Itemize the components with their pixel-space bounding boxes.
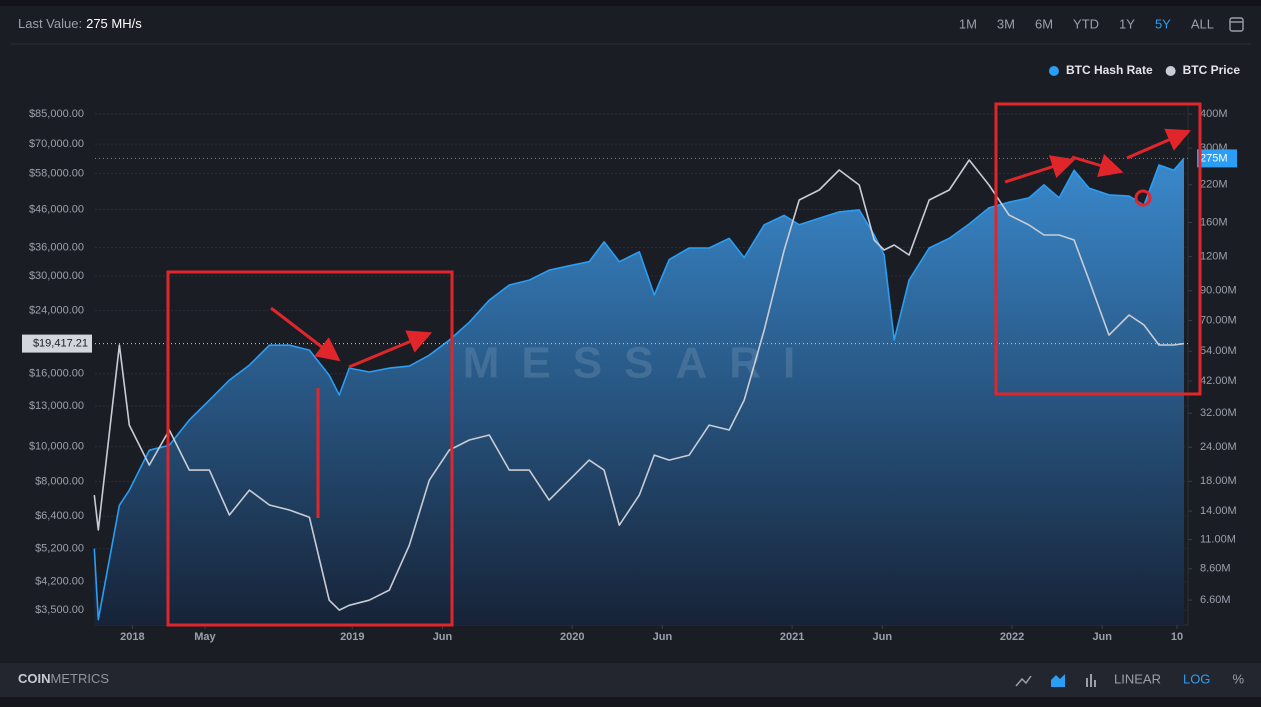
highlight-box: [166, 270, 454, 627]
y-tick-label: $30,000.00: [29, 270, 84, 282]
y-tick-label: $16,000.00: [29, 368, 84, 380]
x-tick-label: 2018: [120, 631, 144, 643]
x-tick-label: May: [194, 631, 216, 643]
x-tick-label: Jun: [1092, 631, 1112, 643]
last-price-box: [22, 334, 92, 353]
range-button[interactable]: ALL: [1191, 16, 1214, 31]
legend-label: BTC Price: [1183, 63, 1241, 77]
range-button[interactable]: 1Y: [1119, 16, 1135, 31]
y2-tick-label: 400M: [1200, 108, 1228, 120]
last-value: Last Value: 275 MH/s: [18, 16, 142, 31]
y-tick-label: $4,200.00: [35, 576, 84, 588]
y2-tick-label: 120M: [1200, 251, 1228, 263]
y2-tick-label: 160M: [1200, 216, 1228, 228]
watermark: MESSARI: [463, 339, 817, 388]
brand-bold: COIN: [18, 671, 51, 686]
brand-light: METRICS: [51, 671, 110, 686]
legend-swatch: [1048, 66, 1059, 76]
arrow: [270, 306, 341, 362]
x-tick-label: 2020: [560, 631, 584, 643]
brand: COINMETRICS: [18, 671, 109, 686]
range-buttons: ALL 5Y 1Y YTD 6M 3M 1M: [959, 16, 1214, 31]
bottom-strip: [0, 697, 1261, 707]
y2-tick-label: 54.00M: [1200, 345, 1237, 357]
y2-tick-label: 11.00M: [1200, 534, 1236, 546]
range-button[interactable]: 5Y: [1155, 16, 1171, 31]
x-tick-label: Jun: [873, 631, 893, 643]
y2-tick-label: 18.00M: [1200, 475, 1237, 487]
y2-tick-label: 14.00M: [1200, 505, 1237, 517]
calendar-frame: [1229, 17, 1244, 32]
range-button[interactable]: 1M: [959, 16, 977, 31]
last-hash-label: 275M: [1200, 152, 1228, 164]
y2-tick-label: 90.00M: [1200, 285, 1237, 297]
footer: [0, 663, 1261, 697]
icon-bar: [1090, 674, 1092, 687]
y-tick-label: $24,000.00: [29, 305, 84, 317]
x-tick-label: 2022: [1000, 631, 1024, 643]
icon-bar: [1094, 680, 1096, 687]
top-strip: [0, 0, 1261, 6]
legend-label: BTC Hash Rate: [1066, 63, 1153, 77]
annotations: [166, 102, 1202, 627]
range-button[interactable]: 6M: [1035, 16, 1053, 31]
scale-button[interactable]: LOG: [1183, 671, 1210, 686]
y-tick-label: $70,000.00: [29, 138, 84, 150]
x-tick-label: 10: [1171, 631, 1183, 643]
y-tick-label: $5,200.00: [35, 542, 84, 554]
arrow: [1126, 128, 1192, 160]
calendar-icon[interactable]: [1229, 17, 1244, 32]
last-value-label: Last Value:: [18, 16, 82, 31]
x-tick-label: Jun: [653, 631, 673, 643]
y2-tick-label: 42.00M: [1200, 375, 1237, 387]
y-tick-label: $3,500.00: [35, 604, 84, 616]
series-area: [94, 158, 1184, 625]
bar-chart-icon[interactable]: [1086, 674, 1096, 687]
plot: $3,500.00 $4,200.00 $5,200.00 $6,400.00 $8,0…: [22, 103, 1237, 643]
y-tick-label: $85,000.00: [29, 108, 84, 120]
y-tick-label: $6,400.00: [35, 510, 84, 522]
last-price-label: $19,417.21: [33, 338, 88, 350]
marker-circle: [1134, 189, 1152, 207]
last-value-number: 275 MH/s: [86, 16, 142, 31]
arrow: [348, 330, 433, 369]
y2-tick-label: 32.00M: [1200, 407, 1237, 419]
y-tick-label: $8,000.00: [35, 475, 84, 487]
y2-tick-label: 24.00M: [1200, 441, 1237, 453]
y2-tick-label: 6.60M: [1200, 594, 1231, 606]
y2-tick-label: 8.60M: [1200, 563, 1231, 575]
last-hash-box: [1197, 149, 1237, 168]
y-tick-label: $10,000.00: [29, 441, 84, 453]
scale-buttons: % LOG LINEAR: [1114, 671, 1244, 686]
arrow: [1004, 155, 1076, 184]
arrow: [1071, 154, 1124, 178]
icon-bar: [1086, 678, 1088, 687]
range-button[interactable]: YTD: [1073, 16, 1099, 31]
line-chart-icon[interactable]: [1015, 675, 1032, 687]
y2-tick-label: 70.00M: [1200, 314, 1237, 326]
scale-button[interactable]: LINEAR: [1114, 671, 1161, 686]
y-tick-label: $36,000.00: [29, 241, 84, 253]
highlight-box: [994, 102, 1202, 396]
x-tick-label: Jun: [433, 631, 453, 643]
area-chart-icon[interactable]: [1051, 674, 1065, 687]
legend-swatch: [1165, 66, 1176, 76]
series-line: [93, 157, 1185, 621]
y2-tick-label: 220M: [1200, 179, 1228, 191]
range-button[interactable]: 3M: [997, 16, 1015, 31]
scale-button[interactable]: %: [1232, 671, 1244, 686]
x-tick-label: 2019: [340, 631, 364, 643]
series-line: [93, 159, 1185, 611]
y-tick-label: $13,000.00: [29, 400, 84, 412]
legend: BTC Price BTC Hash Rate: [1048, 63, 1241, 77]
y-tick-label: $46,000.00: [29, 203, 84, 215]
x-tick-label: 2021: [780, 631, 804, 643]
y-tick-label: $58,000.00: [29, 167, 84, 179]
